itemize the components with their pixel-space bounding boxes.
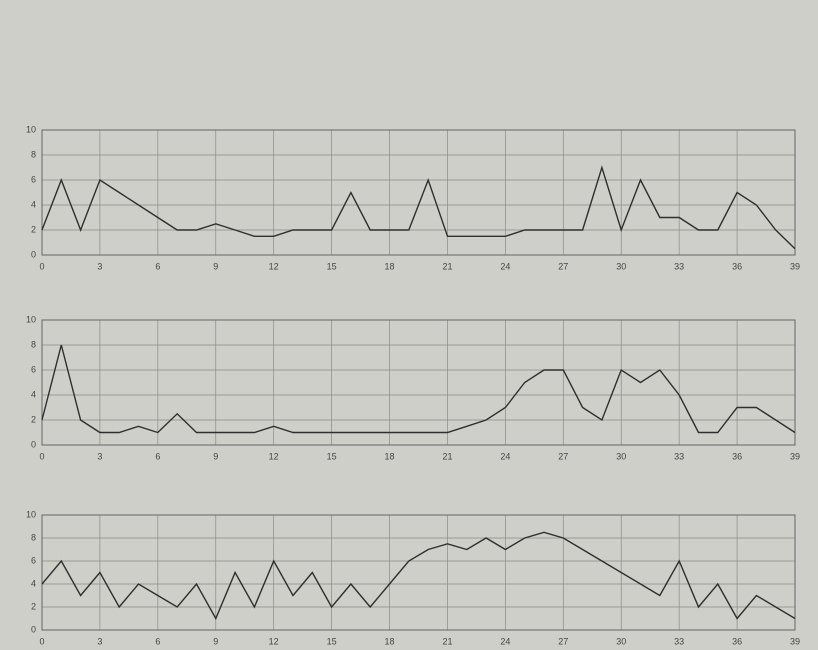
x-tick-label: 39 <box>790 451 800 461</box>
x-tick-label: 15 <box>327 636 337 646</box>
x-tick-label: 0 <box>39 261 44 271</box>
x-tick-label: 18 <box>385 261 395 271</box>
x-tick-label: 36 <box>732 451 742 461</box>
x-tick-label: 30 <box>616 636 626 646</box>
page: {"chart_data": [ {"type": "line", "x": [… <box>0 0 818 650</box>
plot-frame <box>42 320 795 445</box>
y-tick-label: 8 <box>31 339 36 349</box>
x-tick-label: 21 <box>442 451 452 461</box>
y-tick-label: 2 <box>31 414 36 424</box>
x-tick-label: 0 <box>39 451 44 461</box>
y-tick-label: 10 <box>26 124 36 134</box>
x-tick-label: 6 <box>155 451 160 461</box>
x-tick-label: 36 <box>732 261 742 271</box>
x-tick-label: 18 <box>385 451 395 461</box>
plot-frame <box>42 515 795 630</box>
x-tick-label: 12 <box>269 636 279 646</box>
y-tick-label: 10 <box>26 509 36 519</box>
x-tick-label: 15 <box>327 451 337 461</box>
plot-frame <box>42 130 795 255</box>
chart-sheet: 0246810036912151821242730333639024681003… <box>0 0 818 650</box>
x-tick-label: 21 <box>442 261 452 271</box>
y-tick-label: 8 <box>31 532 36 542</box>
x-tick-label: 12 <box>269 451 279 461</box>
y-tick-label: 4 <box>31 389 36 399</box>
y-tick-label: 2 <box>31 224 36 234</box>
x-tick-label: 21 <box>442 636 452 646</box>
x-tick-label: 24 <box>500 451 510 461</box>
x-tick-label: 24 <box>500 636 510 646</box>
y-tick-label: 8 <box>31 149 36 159</box>
x-tick-label: 30 <box>616 261 626 271</box>
x-tick-label: 27 <box>558 636 568 646</box>
x-tick-label: 9 <box>213 451 218 461</box>
x-tick-label: 27 <box>558 261 568 271</box>
x-tick-label: 18 <box>385 636 395 646</box>
line-series <box>42 345 795 433</box>
y-tick-label: 0 <box>31 624 36 634</box>
x-tick-label: 39 <box>790 261 800 271</box>
y-tick-label: 0 <box>31 439 36 449</box>
y-tick-label: 2 <box>31 601 36 611</box>
x-tick-label: 0 <box>39 636 44 646</box>
line-series <box>42 532 795 618</box>
x-tick-label: 9 <box>213 261 218 271</box>
x-tick-label: 33 <box>674 451 684 461</box>
x-tick-label: 30 <box>616 451 626 461</box>
x-tick-label: 6 <box>155 261 160 271</box>
x-tick-label: 6 <box>155 636 160 646</box>
y-tick-label: 0 <box>31 249 36 259</box>
y-tick-label: 6 <box>31 364 36 374</box>
x-tick-label: 39 <box>790 636 800 646</box>
x-tick-label: 36 <box>732 636 742 646</box>
y-tick-label: 10 <box>26 314 36 324</box>
x-tick-label: 24 <box>500 261 510 271</box>
y-tick-label: 4 <box>31 578 36 588</box>
y-tick-label: 6 <box>31 555 36 565</box>
x-tick-label: 9 <box>213 636 218 646</box>
x-tick-label: 33 <box>674 261 684 271</box>
x-tick-label: 3 <box>97 636 102 646</box>
x-tick-label: 3 <box>97 451 102 461</box>
x-tick-label: 3 <box>97 261 102 271</box>
y-tick-label: 4 <box>31 199 36 209</box>
y-tick-label: 6 <box>31 174 36 184</box>
x-tick-label: 15 <box>327 261 337 271</box>
x-tick-label: 12 <box>269 261 279 271</box>
x-tick-label: 27 <box>558 451 568 461</box>
x-tick-label: 33 <box>674 636 684 646</box>
